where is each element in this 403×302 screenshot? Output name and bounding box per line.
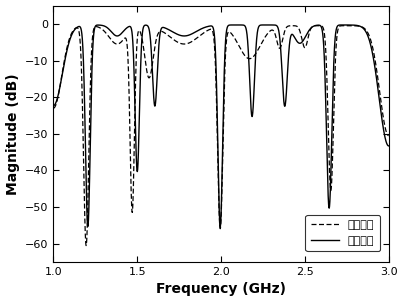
测量结果 [109, 30, 114, 34]
测量结果 [380, 120, 385, 123]
Line: 仿真结果: 仿真结果 [54, 26, 388, 246]
仿真结果 [84, 244, 89, 247]
仿真结果 [380, 109, 385, 113]
仿真结果 [386, 134, 391, 137]
Legend: 仿真结果, 测量结果: 仿真结果, 测量结果 [305, 215, 380, 251]
仿真结果 [342, 24, 347, 27]
Line: 测量结果: 测量结果 [54, 25, 388, 226]
测量结果 [344, 23, 349, 27]
测量结果 [386, 144, 391, 148]
测量结果 [218, 225, 222, 228]
仿真结果 [180, 42, 185, 46]
测量结果 [89, 76, 94, 80]
测量结果 [264, 23, 269, 27]
仿真结果 [89, 45, 94, 49]
X-axis label: Frequency (GHz): Frequency (GHz) [156, 282, 286, 297]
Y-axis label: Magnitude (dB): Magnitude (dB) [6, 73, 20, 194]
测量结果 [180, 34, 185, 37]
测量结果 [51, 104, 56, 108]
测量结果 [194, 30, 199, 33]
仿真结果 [109, 39, 114, 42]
仿真结果 [194, 36, 199, 40]
仿真结果 [51, 106, 56, 110]
仿真结果 [344, 24, 349, 27]
